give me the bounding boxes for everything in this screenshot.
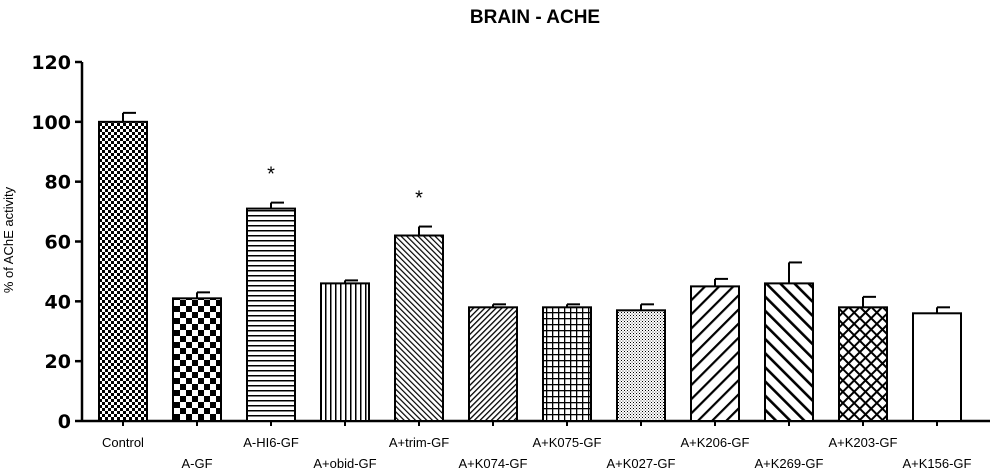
bar [320,282,370,422]
bar [616,309,666,422]
x-tick-label: A+K269-GF [754,456,823,471]
x-tick-label: A-HI6-GF [243,435,299,450]
bar [764,282,814,422]
y-tick-label: 40 [45,291,71,313]
significance-marker: * [415,188,423,210]
bar [542,306,592,423]
y-tick-label: 120 [31,52,71,74]
x-tick-label: A+trim-GF [389,435,449,450]
x-tick-label: A+obid-GF [313,456,376,471]
x-tick-label: A-GF [181,456,212,471]
x-tick-label: A+K027-GF [606,456,675,471]
chart-title: BRAIN - ACHE [470,7,600,28]
annotations: ** [267,164,423,210]
y-tick-label: 0 [58,411,71,433]
bars [98,111,962,423]
x-tick-label: Control [102,435,144,450]
y-axis-label: % of AChE activity [1,186,16,293]
x-ticks: Control A-GF A-HI6-GF A+obid-GF A+trim-GF A+K… [102,421,972,471]
bar [246,207,296,422]
y-ticks: 0 20 40 60 80 100 120 [31,52,82,433]
bar [394,234,444,422]
bar [172,297,222,423]
x-tick-label: A+K074-GF [458,456,527,471]
bar [838,306,888,423]
x-tick-label: A+K156-GF [902,456,971,471]
bar [98,120,148,422]
x-tick-label: A+K206-GF [680,435,749,450]
y-tick-label: 60 [45,232,71,254]
x-tick-label: A+K203-GF [828,435,897,450]
x-tick-label: A+K075-GF [532,435,601,450]
bar [690,285,740,422]
bar [468,306,518,423]
bar [912,312,962,422]
y-tick-label: 20 [45,351,71,373]
y-tick-label: 80 [45,172,71,194]
significance-marker: * [267,164,275,186]
y-tick-label: 100 [31,112,71,134]
